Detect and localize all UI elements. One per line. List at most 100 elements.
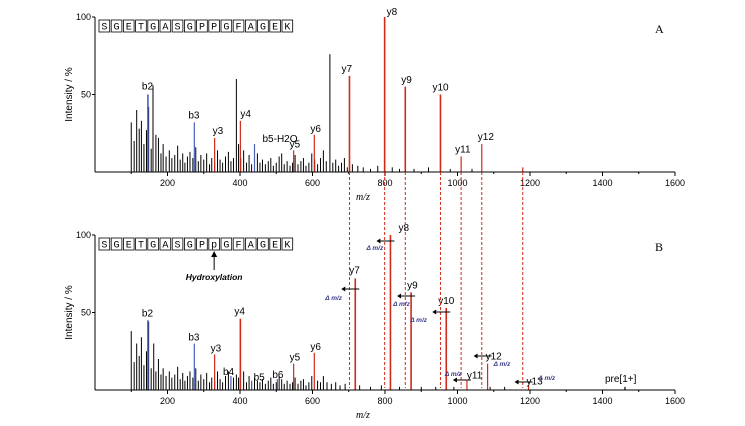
residue-6: A bbox=[162, 23, 168, 34]
x-tick-label: 200 bbox=[160, 396, 175, 406]
x-tick-label: 800 bbox=[377, 396, 392, 406]
x-tick-label: 400 bbox=[232, 396, 247, 406]
delta-mz-label: Δ m/z bbox=[538, 375, 557, 382]
delta-arrow-head bbox=[397, 293, 402, 299]
residue-16: K bbox=[284, 241, 290, 252]
residue-box bbox=[135, 237, 147, 251]
y-tick-label: 100 bbox=[76, 230, 91, 240]
x-tick-label: 200 bbox=[160, 178, 175, 188]
x-tick-label: 1400 bbox=[592, 178, 612, 188]
residue-4: T bbox=[138, 241, 144, 252]
x-axis-label: m/z bbox=[356, 410, 370, 421]
residue-box bbox=[147, 237, 159, 251]
ion-label-b4: b4 bbox=[223, 367, 235, 378]
residue-box bbox=[232, 19, 245, 33]
residue-9: P bbox=[199, 241, 205, 252]
ion-label-y8: y8 bbox=[387, 7, 398, 18]
hydroxylation-arrow-head bbox=[211, 251, 218, 257]
delta-mz-label: Δ m/z bbox=[409, 317, 428, 324]
ion-label-y10: y10 bbox=[432, 83, 449, 94]
x-tick-label: 1000 bbox=[447, 396, 467, 406]
residue-13: A bbox=[248, 23, 254, 34]
residue-12: F bbox=[236, 241, 242, 252]
y-axis-label: Intensity / % bbox=[64, 67, 75, 122]
residue-1: S bbox=[101, 241, 107, 252]
residue-16: K bbox=[284, 23, 290, 34]
ion-label-y4: y4 bbox=[234, 307, 245, 318]
residue-15: E bbox=[272, 23, 278, 34]
modification-label: Hydroxylation bbox=[186, 272, 243, 282]
residue-box bbox=[123, 19, 135, 33]
residue-box bbox=[220, 19, 233, 33]
residue-7: S bbox=[175, 23, 181, 34]
residue-2: G bbox=[114, 241, 120, 252]
residue-1: S bbox=[101, 23, 107, 34]
delta-arrow-head bbox=[376, 238, 381, 244]
residue-box bbox=[244, 19, 257, 33]
residue-box bbox=[208, 237, 220, 251]
residue-8: G bbox=[187, 241, 193, 252]
shift-connectors: Δ m/z Δ m/z Δ m/z Δ m/z Δ m/z Δ m/z Δ m/z bbox=[324, 172, 556, 388]
y-tick-label: 100 bbox=[76, 12, 91, 22]
residue-box bbox=[281, 19, 294, 33]
residue-2: G bbox=[114, 23, 120, 34]
residue-8: G bbox=[187, 23, 193, 34]
residue-5: G bbox=[150, 241, 156, 252]
residue-15: E bbox=[272, 241, 278, 252]
delta-arrow-head bbox=[514, 379, 519, 385]
delta-mz-label: Δ m/z bbox=[493, 361, 512, 368]
delta-arrow-head bbox=[341, 286, 346, 292]
x-tick-label: 1600 bbox=[665, 396, 685, 406]
residue-10: p bbox=[211, 241, 217, 252]
residue-box bbox=[196, 19, 208, 33]
residue-box bbox=[98, 237, 111, 251]
ion-label-y13: y13 bbox=[527, 376, 544, 387]
x-tick-label: 600 bbox=[305, 396, 320, 406]
x-tick-label: 1200 bbox=[520, 396, 540, 406]
residue-4: T bbox=[138, 23, 144, 34]
panel-label-A: A bbox=[655, 22, 664, 36]
panel-label-B: B bbox=[655, 240, 663, 254]
ion-label-y5: y5 bbox=[290, 139, 301, 150]
residue-11: G bbox=[223, 241, 229, 252]
residue-box bbox=[159, 237, 172, 251]
residue-box bbox=[135, 19, 147, 33]
y-axis-label: Intensity / % bbox=[64, 285, 75, 340]
ion-label-y12: y12 bbox=[486, 352, 503, 363]
ion-label-y8: y8 bbox=[398, 223, 409, 234]
ion-label-b6: b6 bbox=[272, 370, 284, 381]
delta-mz-label: Δ m/z bbox=[392, 301, 411, 308]
residue-box bbox=[183, 237, 196, 251]
residue-3: E bbox=[126, 23, 132, 34]
residue-box bbox=[196, 237, 208, 251]
residue-box bbox=[171, 237, 184, 251]
residue-box bbox=[110, 19, 123, 33]
ion-label-y6: y6 bbox=[310, 124, 321, 135]
residue-7: S bbox=[175, 241, 181, 252]
delta-arrow-head bbox=[452, 377, 457, 383]
ion-label-b5-H2O: b5-H2O bbox=[263, 134, 298, 145]
residue-box bbox=[123, 237, 135, 251]
ion-label-b5: b5 bbox=[254, 373, 266, 384]
ion-label-y3: y3 bbox=[213, 126, 224, 137]
y-tick-label: 50 bbox=[81, 308, 91, 318]
y-tick-label: 50 bbox=[81, 90, 91, 100]
residue-box bbox=[257, 19, 269, 33]
x-tick-label: 1400 bbox=[592, 396, 612, 406]
x-tick-label: 1000 bbox=[447, 178, 467, 188]
residue-box bbox=[110, 237, 123, 251]
residue-box bbox=[269, 237, 281, 251]
residue-box bbox=[269, 19, 281, 33]
ion-label-y5: y5 bbox=[290, 353, 301, 364]
x-tick-label: 600 bbox=[305, 178, 320, 188]
residue-box bbox=[147, 19, 159, 33]
residue-box bbox=[208, 19, 220, 33]
residue-box bbox=[98, 19, 111, 33]
residue-13: A bbox=[248, 241, 254, 252]
ion-label-b3: b3 bbox=[188, 333, 200, 344]
delta-mz-label: Δ m/z bbox=[365, 245, 384, 252]
residue-box bbox=[171, 19, 184, 33]
x-tick-label: 1600 bbox=[665, 178, 685, 188]
